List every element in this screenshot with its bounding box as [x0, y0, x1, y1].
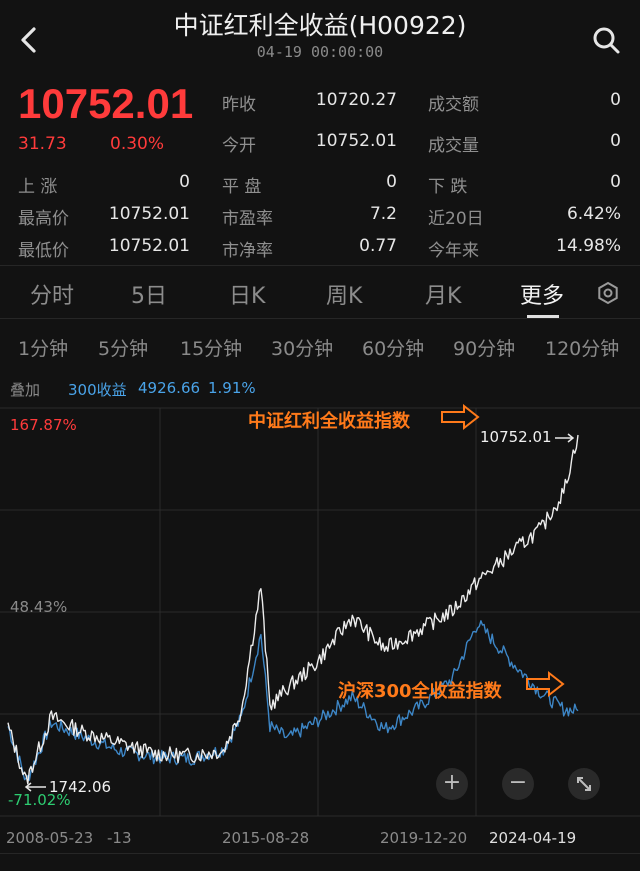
divider — [0, 318, 640, 319]
interval-options: 1分钟 5分钟 15分钟 30分钟 60分钟 90分钟 120分钟 — [0, 318, 640, 370]
overlay-series-value: 4926.66 — [138, 379, 201, 397]
x-label-end: 2024-04-19 — [489, 829, 577, 847]
y-label-top: 167.87% — [10, 416, 77, 434]
x-label-partial: -13 — [107, 829, 132, 847]
chart-canvas — [0, 404, 640, 817]
max-pointer-icon — [555, 433, 575, 443]
period-tabs: 分时 5日 日K 周K 月K 更多 — [0, 266, 640, 318]
active-tab-indicator — [527, 315, 559, 318]
price-chart[interactable] — [0, 404, 640, 824]
quote-panel: 10752.01 31.73 0.30% 昨收 10720.27 成交额 0 今… — [0, 74, 640, 264]
interval-1min[interactable]: 1分钟 — [18, 338, 69, 360]
stat-label-prev-close: 昨收 — [222, 95, 256, 115]
stat-value-prev-close: 10720.27 — [315, 90, 397, 110]
search-icon[interactable] — [588, 22, 624, 58]
stat-label-down: 下 跌 — [428, 177, 468, 197]
interval-15min[interactable]: 15分钟 — [180, 338, 243, 360]
stat-value-pb: 0.77 — [359, 236, 397, 256]
series-line-hs300 — [7, 620, 579, 781]
overlay-label[interactable]: 叠加 — [10, 381, 41, 399]
zoom-out-button[interactable]: − — [502, 768, 534, 800]
stat-value-volume: 0 — [610, 131, 621, 151]
max-value-label: 10752.01 — [480, 428, 552, 446]
bottom-divider — [0, 853, 640, 854]
divider — [0, 265, 640, 266]
y-label-bottom: -71.02% — [8, 791, 71, 809]
price-change-pct: 0.30% — [110, 134, 165, 154]
tab-more[interactable]: 更多 — [520, 284, 565, 309]
stat-value-turnover: 0 — [610, 90, 621, 110]
page-title: 中证红利全收益(H00922) — [173, 11, 467, 40]
current-price: 10752.01 — [18, 80, 194, 127]
stat-label-pb: 市净率 — [222, 241, 273, 261]
overlay-info: 叠加 300收益 4926.66 1.91% — [0, 376, 640, 402]
stat-label-volume: 成交量 — [428, 136, 479, 156]
series-line-dividend — [7, 434, 579, 785]
min-value-label: 1742.06 — [49, 778, 112, 796]
stat-label-up: 上 涨 — [18, 177, 58, 197]
stat-value-down: 0 — [610, 172, 621, 192]
interval-5min[interactable]: 5分钟 — [98, 338, 149, 360]
stat-label-20d: 近20日 — [428, 209, 484, 229]
annotation-arrows — [24, 404, 575, 792]
tab-intraday[interactable]: 分时 — [30, 284, 75, 309]
stat-label-open: 今开 — [222, 136, 256, 156]
arrow-right-icon — [526, 670, 565, 698]
header: 中证红利全收益(H00922) 04-19 00:00:00 — [0, 0, 640, 74]
stat-label-ytd: 今年来 — [428, 241, 479, 261]
x-label-2019: 2019-12-20 — [380, 829, 468, 847]
overlay-series-pct: 1.91% — [208, 379, 256, 397]
stat-value-flat: 0 — [386, 172, 397, 192]
x-label-start: 2008-05-23 — [6, 829, 94, 847]
stat-value-low: 10752.01 — [108, 236, 190, 256]
annotation-dividend-index: 中证红利全收益指数 — [248, 411, 410, 432]
stat-label-high: 最高价 — [18, 209, 69, 229]
price-change: 31.73 — [18, 134, 67, 154]
x-label-2015: 2015-08-28 — [222, 829, 310, 847]
annotation-hs300-index: 沪深300全收益指数 — [338, 681, 502, 702]
min-pointer-icon — [24, 782, 46, 792]
interval-90min[interactable]: 90分钟 — [453, 338, 516, 360]
stat-value-pe: 7.2 — [369, 204, 397, 224]
stat-value-open: 10752.01 — [315, 131, 397, 151]
expand-icon[interactable] — [568, 768, 600, 800]
arrow-right-icon — [441, 404, 480, 431]
chevron-left-icon[interactable] — [14, 22, 44, 58]
timestamp: 04-19 00:00:00 — [256, 43, 384, 61]
stat-label-turnover: 成交额 — [428, 95, 479, 115]
tab-monthly-k[interactable]: 月K — [425, 284, 462, 309]
settings-icon[interactable] — [596, 281, 620, 305]
chart-grid — [0, 407, 640, 817]
stat-value-20d: 6.42% — [566, 204, 621, 224]
stat-value-ytd: 14.98% — [556, 236, 621, 256]
interval-30min[interactable]: 30分钟 — [271, 338, 334, 360]
tab-5day[interactable]: 5日 — [131, 284, 167, 309]
interval-60min[interactable]: 60分钟 — [362, 338, 425, 360]
overlay-series-name: 300收益 — [68, 381, 127, 399]
y-label-mid: 48.43% — [10, 598, 68, 616]
tab-daily-k[interactable]: 日K — [229, 284, 266, 309]
interval-120min[interactable]: 120分钟 — [545, 338, 620, 360]
stat-value-up: 0 — [179, 172, 190, 192]
stat-label-low: 最低价 — [18, 241, 69, 261]
zoom-in-button[interactable]: + — [436, 768, 468, 800]
tab-weekly-k[interactable]: 周K — [326, 284, 363, 309]
stat-value-high: 10752.01 — [108, 204, 190, 224]
stat-label-pe: 市盈率 — [222, 209, 273, 229]
stat-label-flat: 平 盘 — [222, 177, 262, 197]
